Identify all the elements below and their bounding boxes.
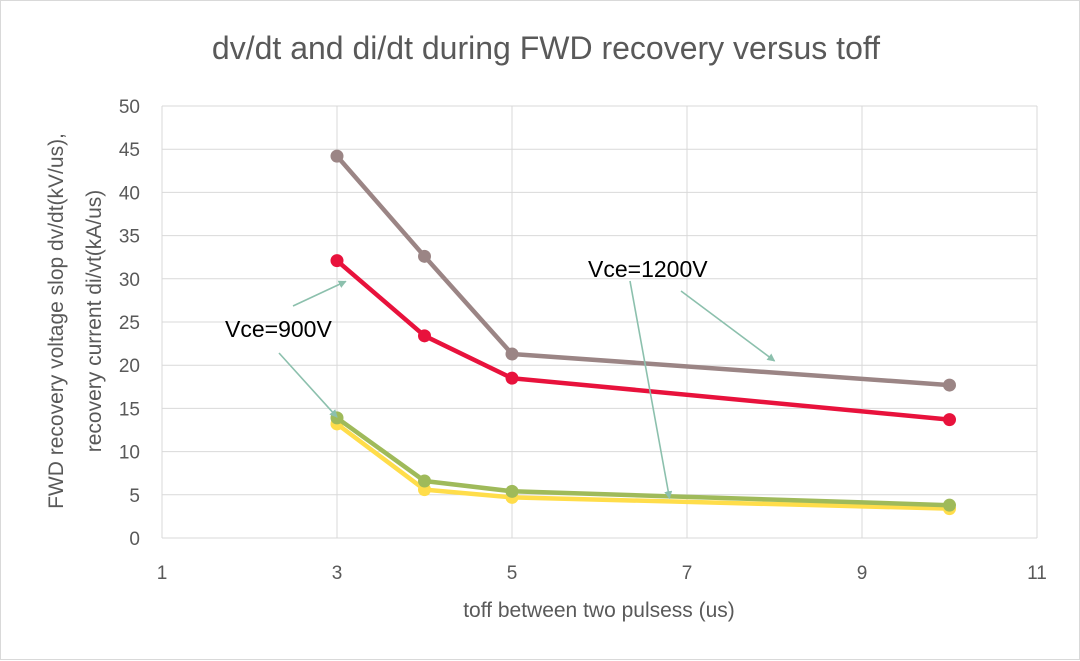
x-tick-label: 7 bbox=[682, 563, 693, 584]
data-point bbox=[505, 371, 519, 385]
data-point bbox=[505, 347, 519, 361]
series-line bbox=[334, 421, 952, 511]
x-axis-title: toff between two pulsess (us) bbox=[463, 599, 735, 622]
y-tick-label: 10 bbox=[119, 443, 140, 464]
series-layer bbox=[330, 149, 956, 516]
data-point bbox=[330, 254, 344, 268]
y-tick-label: 40 bbox=[119, 183, 140, 204]
y-axis-title: FWD recovery voltage slop dv/dt(kV/us), … bbox=[45, 133, 106, 509]
y-tick-label: 35 bbox=[119, 227, 140, 248]
y-tick-label: 20 bbox=[119, 356, 140, 377]
data-point bbox=[505, 484, 519, 498]
annotation-1: Vce=900V bbox=[225, 280, 347, 418]
series-2 bbox=[330, 254, 956, 427]
y-tick-label: 0 bbox=[129, 529, 140, 550]
x-tick-label: 9 bbox=[857, 563, 868, 584]
data-point bbox=[943, 378, 956, 392]
x-tick-label: 1 bbox=[157, 563, 168, 584]
series-line bbox=[334, 415, 952, 508]
annotation-arrow bbox=[629, 280, 673, 500]
annotation-arrow bbox=[278, 352, 338, 418]
data-point bbox=[943, 498, 956, 512]
y-tick-label: 50 bbox=[119, 97, 140, 118]
data-point bbox=[330, 411, 344, 425]
data-point bbox=[418, 249, 431, 263]
y-axis-title-line-1: FWD recovery voltage slop dv/dt(kV/us), bbox=[45, 133, 68, 509]
y-tick-label: 45 bbox=[119, 140, 140, 161]
annotation-label: Vce=1200V bbox=[588, 256, 708, 282]
series-line bbox=[334, 258, 952, 422]
series-line bbox=[334, 153, 952, 388]
grid bbox=[161, 105, 1038, 539]
y-tick-label: 30 bbox=[119, 270, 140, 291]
y-tick-label: 25 bbox=[119, 313, 140, 334]
data-point bbox=[330, 149, 344, 163]
x-tick-label: 5 bbox=[507, 563, 518, 584]
annotation-arrow bbox=[292, 280, 347, 307]
annotation-arrow bbox=[680, 290, 776, 362]
annotation-label: Vce=900V bbox=[225, 316, 332, 342]
series-1 bbox=[330, 149, 956, 392]
y-tick-label: 15 bbox=[119, 399, 140, 420]
y-axis-title-line-2: recovery current di/vt(kA/us) bbox=[83, 190, 106, 453]
annotation-layer: Vce=900V Vce=1200V bbox=[225, 256, 776, 500]
data-point bbox=[943, 413, 956, 427]
x-tick-label: 11 bbox=[1027, 563, 1047, 584]
x-tick-label: 3 bbox=[332, 563, 343, 584]
data-point bbox=[418, 329, 431, 343]
y-tick-label: 5 bbox=[129, 486, 140, 507]
chart-title: dv/dt and di/dt during FWD recovery vers… bbox=[212, 30, 880, 66]
data-point bbox=[418, 474, 431, 488]
annotation-2: Vce=1200V bbox=[588, 256, 776, 500]
